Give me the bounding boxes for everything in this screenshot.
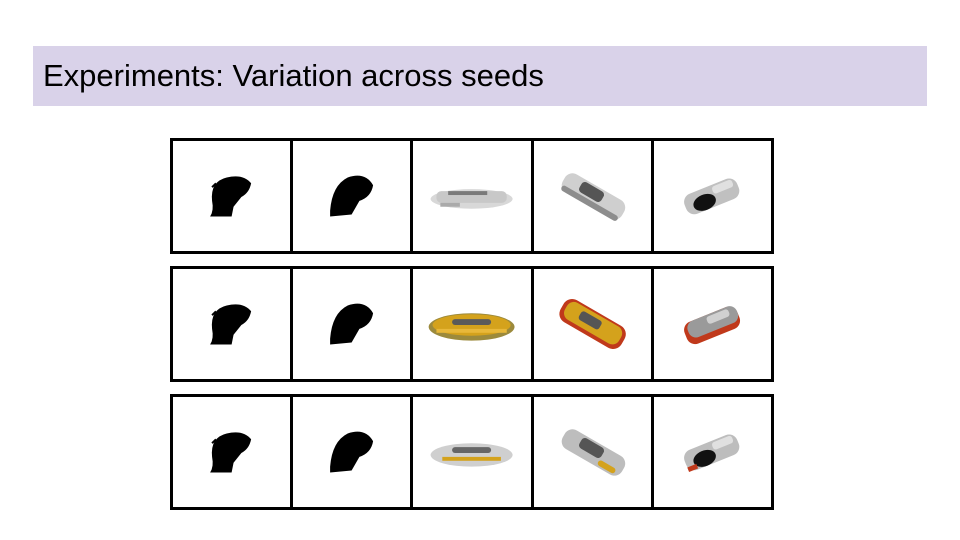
sample-image	[290, 141, 410, 251]
sample-image	[650, 141, 771, 251]
slide-title: Experiments: Variation across seeds	[43, 58, 544, 93]
seed-row-2	[170, 266, 774, 382]
sample-image	[173, 397, 290, 507]
sample-image	[173, 141, 290, 251]
sample-image	[290, 269, 410, 379]
sample-image	[290, 397, 410, 507]
seed-variation-grid	[170, 138, 774, 510]
sample-image	[530, 141, 651, 251]
sample-image	[410, 141, 530, 251]
sample-image	[530, 397, 651, 507]
sample-image	[530, 269, 651, 379]
sample-image	[650, 269, 771, 379]
sample-image	[410, 269, 530, 379]
seed-row-1	[170, 138, 774, 254]
sample-image	[410, 397, 530, 507]
sample-image	[650, 397, 771, 507]
slide-title-bar: Experiments: Variation across seeds	[33, 46, 927, 106]
sample-image	[173, 269, 290, 379]
seed-row-3	[170, 394, 774, 510]
